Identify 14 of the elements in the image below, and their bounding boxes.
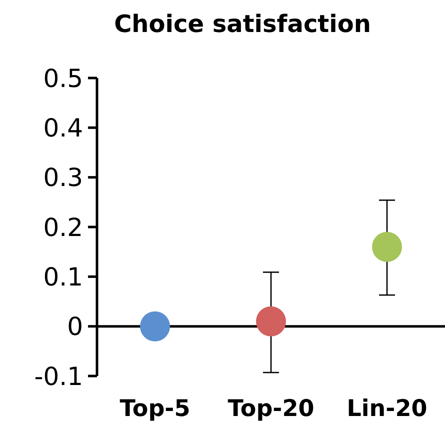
y-tick-label: 0 [67, 312, 83, 342]
x-tick-label: Top-5 [120, 396, 190, 422]
y-tick-label: 0.1 [43, 262, 83, 292]
x-tick-label: Lin-20 [346, 396, 428, 422]
chart-title: Choice satisfaction [114, 10, 371, 38]
y-tick-label: -0.1 [34, 362, 83, 391]
point [372, 232, 402, 262]
y-tick-label: 0.4 [43, 113, 83, 142]
x-tick-label: Top-20 [228, 396, 314, 422]
point [140, 311, 170, 342]
point [256, 306, 286, 336]
y-tick-label: 0.2 [43, 212, 83, 242]
y-tick-label: 0.3 [43, 163, 83, 192]
y-tick-label: 0.5 [43, 64, 83, 93]
